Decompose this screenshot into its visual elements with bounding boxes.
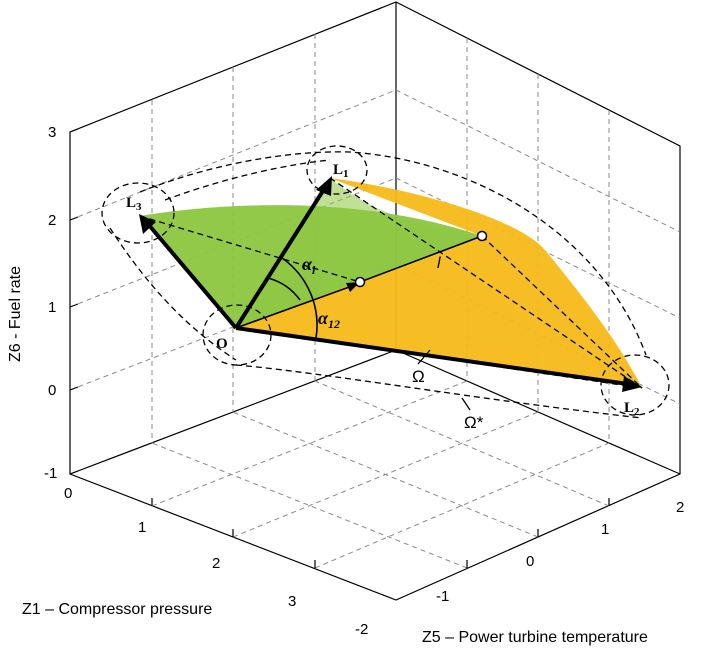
z-tick: 2 (48, 212, 56, 229)
x-tick: 0 (64, 485, 72, 502)
x-tick: 3 (288, 593, 296, 610)
point-l-start (354, 276, 366, 288)
omega-star-left-boundary (109, 227, 237, 361)
z-tick-labels: 3 2 1 0 -1 (44, 124, 57, 482)
circle-L3 (101, 182, 175, 244)
arrowhead-L1 (316, 176, 332, 196)
vector-L3 (146, 222, 238, 330)
x-tick: 2 (212, 555, 220, 572)
y-tick: 0 (526, 553, 534, 570)
y-tick: -1 (436, 588, 449, 605)
angle-arcs (267, 257, 318, 339)
z-tick: 1 (48, 299, 56, 316)
omega-star-lower-boundary (235, 364, 643, 419)
z-axis-label: Z6 - Fuel rate (7, 266, 24, 362)
grid-line (151, 442, 468, 569)
y-axis-label: Z5 – Power turbine temperature (422, 629, 648, 646)
green-overlap (236, 178, 482, 328)
omega-star-pointer (461, 397, 471, 411)
label-L1: L1 (333, 162, 349, 180)
label-omega: Ω (412, 367, 425, 386)
grid-line (232, 411, 539, 538)
vector-l (235, 285, 353, 329)
yellow-region (236, 178, 642, 388)
z-tick: 0 (48, 382, 56, 399)
circle-L2 (600, 354, 670, 416)
label-alpha-l: αl (302, 254, 316, 277)
vectors (139, 176, 642, 392)
x-tick-labels: 0 1 2 3 (64, 485, 296, 610)
label-L3: L3 (126, 195, 142, 213)
arc-alpha-l (267, 277, 301, 301)
label-L2: L2 (624, 400, 640, 418)
y-tick: -2 (355, 621, 368, 638)
vector-L2 (235, 326, 629, 386)
y-tick: 1 (601, 521, 609, 538)
z-tick: -1 (44, 465, 57, 482)
y-tick-labels: -2 -1 0 1 2 (355, 499, 684, 638)
x-axis-label: Z1 – Compressor pressure (22, 601, 212, 618)
arc-alpha-12 (281, 257, 318, 339)
label-origin: O (216, 336, 228, 352)
grid-line (395, 177, 681, 319)
label-l: l (437, 255, 441, 272)
tick-marks (69, 128, 610, 568)
grid-line (395, 89, 681, 233)
arrowhead-L3 (139, 214, 156, 234)
segment-l (359, 235, 483, 283)
regions (140, 178, 642, 388)
circle-L1 (306, 145, 368, 195)
point-l-end (476, 230, 488, 242)
omega-pointer (417, 349, 431, 365)
label-omega-star: Ω* (464, 413, 484, 432)
inner-upper-boundary (164, 159, 331, 201)
label-alpha-12: α12 (318, 308, 340, 331)
dash-line (139, 215, 361, 283)
dash-line (329, 177, 643, 389)
grid-line (69, 89, 397, 221)
x-tick: 1 (138, 519, 146, 536)
vector-L1 (234, 184, 328, 330)
y-tick: 2 (676, 499, 684, 516)
grid-line (151, 380, 468, 507)
z-tick: 3 (48, 124, 56, 141)
arrowhead-L2 (622, 376, 642, 392)
diagram-labels: L1 L3 L2 O αl α12 l Ω Ω* (126, 162, 640, 432)
dash-line (481, 235, 643, 389)
